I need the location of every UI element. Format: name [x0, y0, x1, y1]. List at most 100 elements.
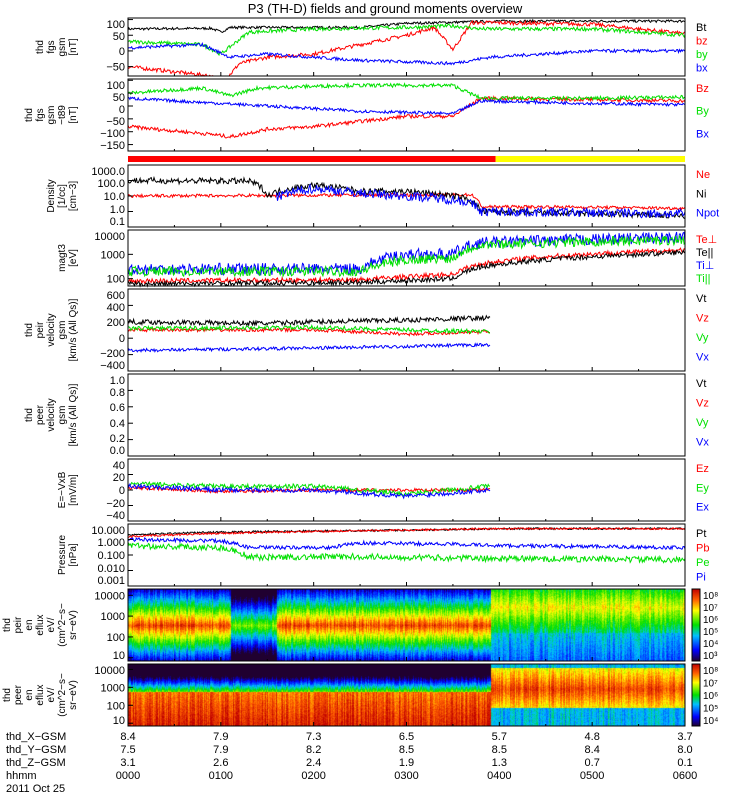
legend-density-1: Ni: [696, 188, 706, 200]
legend-peer-velocity-2: Vy: [696, 417, 709, 429]
position-value: 1.3: [492, 757, 507, 769]
y-axis-label: Density: [46, 179, 57, 212]
y-axis-label: peir: [35, 321, 46, 338]
legend-peir-velocity-1: Vz: [696, 313, 709, 325]
y-tick-label: 10000: [94, 231, 125, 243]
legend-fgs-2: by: [696, 49, 708, 61]
y-axis-label: peir: [13, 616, 24, 633]
position-value: 3.1: [120, 757, 135, 769]
legend-pressure-0: Pt: [696, 528, 706, 540]
panel-frame-pressure: [127, 523, 686, 587]
y-tick-label: −100: [100, 128, 125, 140]
y-tick-label: 0.100: [97, 550, 125, 562]
y-tick-label: 100.0: [97, 178, 125, 190]
series-pi-line: [127, 536, 686, 551]
series-te-line: [127, 247, 685, 286]
position-value: 0400: [487, 770, 511, 782]
y-tick-label: 100: [107, 80, 125, 92]
position-value: 0100: [209, 770, 233, 782]
legend-peer-velocity-1: Vz: [696, 398, 709, 410]
peir-spectrogram: [128, 589, 685, 661]
y-tick-label: −200: [100, 348, 125, 360]
y-axis-label: sr−eV): [68, 680, 79, 710]
position-value: 0.7: [585, 757, 600, 769]
legend-peer-velocity-3: Vx: [696, 437, 709, 449]
position-value: 2.6: [213, 757, 228, 769]
legend-fgs-t89-2: Bx: [696, 128, 709, 140]
y-axis-label: (cm^2−s−: [57, 673, 68, 717]
y-axis-label: thd: [35, 40, 46, 54]
position-value: 2.4: [306, 757, 321, 769]
panel-frame-peer-spec: [127, 663, 686, 727]
y-tick-label: 10.000: [91, 525, 125, 537]
legend-e-field-2: Ex: [696, 502, 709, 514]
position-value: 6.5: [399, 731, 414, 743]
legend-fgs-0: Bt: [696, 22, 706, 34]
colorbar-label: 10⁶: [703, 691, 718, 702]
y-axis-label: fgs: [46, 40, 57, 53]
position-value: 7.5: [120, 744, 135, 756]
y-tick-label: 10.0: [104, 191, 125, 203]
y-tick-label: 20: [113, 472, 125, 484]
y-axis-label: gsm: [57, 406, 68, 425]
position-row-label: thd_X−GSM: [6, 731, 66, 743]
series-pb-line: [127, 526, 686, 539]
position-row-label: thd_Z−GSM: [6, 757, 66, 769]
position-value: 8.5: [492, 744, 507, 756]
colorbar-label: 10⁵: [703, 704, 718, 715]
y-tick-label: 1.0: [110, 375, 125, 387]
colorbar-label: 10⁸: [703, 666, 718, 677]
y-tick-label: 100: [107, 19, 125, 31]
legend-peir-velocity-2: Vy: [696, 332, 709, 344]
legend-fgs-t89-0: Bz: [696, 83, 709, 95]
position-value: 8.4: [120, 731, 135, 743]
legend-peir-velocity-0: Vt: [696, 293, 706, 305]
position-value: 7.3: [306, 731, 321, 743]
y-tick-label: 0.001: [97, 575, 125, 587]
panel-frame-peir-spec: [127, 588, 686, 662]
y-axis-label: [nT]: [68, 106, 79, 123]
y-tick-label: 400: [107, 302, 125, 314]
colorbar-label: 10⁷: [703, 603, 718, 614]
position-value: 7.9: [213, 744, 228, 756]
y-tick-label: 1.0: [110, 204, 125, 216]
y-tick-label: 1.000: [97, 537, 125, 549]
colorbar-label: 10³: [703, 651, 718, 662]
legend-pressure-3: Pi: [696, 572, 706, 584]
y-tick-label: 0: [119, 104, 125, 116]
y-axis-label: fgs: [35, 108, 46, 121]
series-ex-line: [127, 482, 491, 500]
y-tick-label: 600: [107, 290, 125, 302]
position-value: 7.9: [213, 731, 228, 743]
mode-bar-fast: [495, 156, 685, 162]
y-tick-label: 0.8: [110, 387, 125, 399]
position-value: 8.2: [306, 744, 321, 756]
position-value: 8.0: [677, 744, 692, 756]
y-tick-label: 40: [113, 460, 125, 472]
y-tick-label: 10000: [94, 590, 125, 602]
y-tick-label: 0: [119, 485, 125, 497]
y-tick-label: −150: [100, 140, 125, 152]
y-axis-label: [km/s (All Qs)]: [68, 298, 79, 361]
position-value: 0300: [394, 770, 418, 782]
position-row-label: hhmm: [6, 770, 37, 782]
position-value: 0500: [580, 770, 604, 782]
y-tick-label: 1000: [101, 611, 125, 623]
position-value: 8.4: [585, 744, 600, 756]
legend-peir-velocity-3: Vx: [696, 352, 709, 364]
colorbar-label: 10⁴: [703, 639, 718, 650]
y-axis-label: [mV/m]: [68, 474, 79, 506]
y-axis-label: gsm: [57, 321, 68, 340]
y-axis-label: magt3: [57, 244, 68, 272]
y-axis-label: eflux: [35, 614, 46, 635]
colorbar-label: 10⁸: [703, 591, 718, 602]
position-value: 5.7: [492, 731, 507, 743]
y-tick-label: −50: [106, 62, 125, 74]
colorbar: [691, 663, 701, 727]
y-axis-label: peer: [13, 684, 24, 705]
colorbar-label: 10⁶: [703, 615, 718, 626]
date-label: 2011 Oct 25: [6, 783, 65, 795]
legend-fgs-3: bx: [696, 63, 708, 75]
legend-temperature-2: Ti⊥: [696, 260, 714, 272]
